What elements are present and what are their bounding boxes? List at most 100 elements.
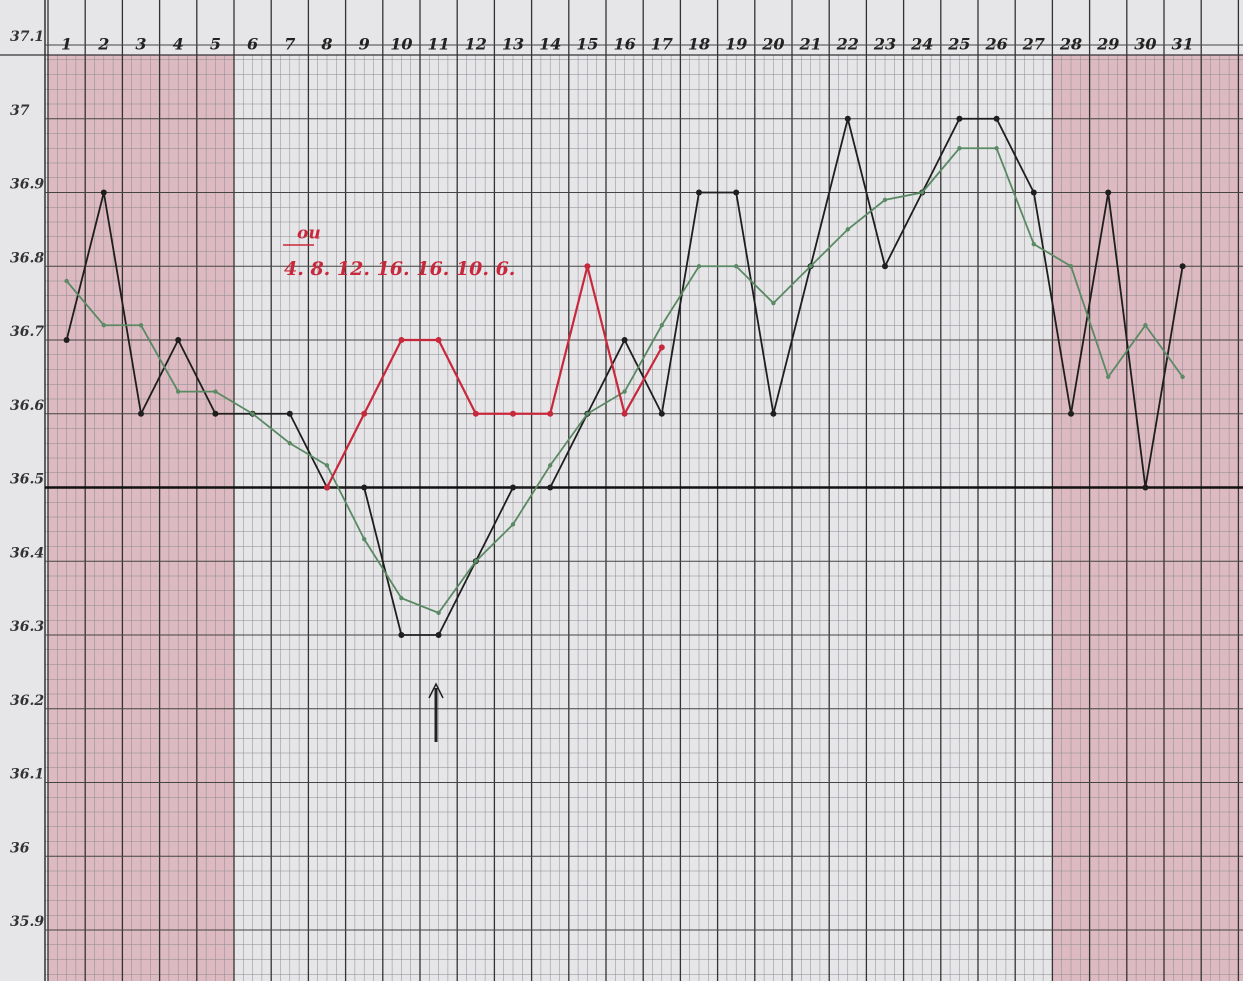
x-tick-label: 14 (539, 35, 561, 54)
x-tick-label: 18 (688, 35, 710, 54)
x-tick-label: 6 (247, 35, 258, 54)
data-point (696, 264, 702, 269)
y-tick-label: 36.9 (10, 177, 44, 193)
data-point (585, 411, 590, 416)
y-tick-label: 36.8 (10, 250, 44, 266)
data-point (510, 522, 516, 527)
y-tick-label: 36.5 (10, 472, 44, 488)
x-tick-label: 22 (836, 35, 859, 54)
data-point (138, 323, 144, 328)
x-tick-label: 17 (651, 35, 673, 54)
x-tick-label: 25 (947, 35, 970, 54)
data-point (510, 484, 516, 491)
data-point (1180, 374, 1185, 380)
data-point (399, 595, 404, 601)
data-point (510, 410, 516, 417)
data-point (324, 463, 330, 468)
data-point (286, 410, 293, 417)
data-point (808, 264, 813, 269)
data-point (659, 323, 664, 328)
x-tick-label: 30 (1134, 35, 1156, 54)
x-tick-label: 24 (910, 35, 933, 54)
data-point (287, 441, 292, 446)
y-tick-label: 36.7 (10, 324, 44, 340)
data-point (956, 115, 963, 122)
arrow-head (428, 682, 444, 699)
data-point (63, 337, 70, 343)
data-point (622, 389, 627, 394)
data-point (696, 189, 702, 196)
data-layer (63, 115, 1186, 638)
x-tick-label: 11 (427, 35, 449, 54)
data-point (361, 410, 368, 417)
x-tick-label: 13 (502, 35, 524, 54)
x-tick-label: 29 (1096, 35, 1119, 54)
x-tick-label: 5 (210, 35, 221, 54)
x-tick-label: 15 (576, 35, 598, 54)
data-point (362, 536, 367, 542)
data-point (1179, 263, 1186, 270)
annotation: 4. 8. 12. 16. 16. 10. 6. (284, 258, 515, 280)
y-tick-label: 36.2 (10, 693, 44, 709)
data-point (435, 632, 442, 638)
data-point (621, 410, 628, 417)
x-tick-label: 10 (390, 35, 412, 54)
annotation: ou (297, 224, 321, 244)
data-point (771, 300, 776, 306)
data-point (324, 484, 330, 491)
data-point (733, 189, 740, 196)
data-point (175, 337, 182, 343)
data-point (473, 559, 478, 564)
data-point (250, 411, 255, 416)
x-tick-label: 19 (725, 35, 747, 54)
data-point (547, 484, 554, 491)
data-point (957, 146, 962, 151)
data-point (398, 632, 405, 638)
x-tick-label: 26 (984, 35, 1007, 54)
data-point (1030, 189, 1037, 196)
data-point (1031, 241, 1037, 247)
data-point (658, 344, 665, 351)
x-tick-label: 3 (135, 35, 146, 54)
x-tick-label: 12 (465, 35, 487, 54)
y-tick-label: 36 (10, 840, 30, 856)
series-line (326, 265, 663, 488)
data-point (472, 410, 479, 417)
y-tick-label: 36.6 (10, 398, 44, 414)
data-point (993, 115, 1000, 122)
data-point (435, 337, 442, 343)
data-point (436, 610, 441, 616)
y-tick-label: 36.4 (10, 545, 44, 561)
y-tick-label: 37 (10, 103, 30, 119)
data-point (398, 337, 405, 343)
data-point (212, 410, 219, 417)
data-point (213, 389, 218, 394)
data-point (64, 278, 69, 284)
x-tick-label: 23 (873, 35, 896, 54)
data-point (1106, 374, 1111, 380)
data-point (1105, 189, 1112, 196)
data-point (100, 189, 107, 196)
data-point (1143, 323, 1148, 328)
x-tick-label: 27 (1022, 35, 1045, 54)
x-tick-label: 1 (61, 35, 72, 54)
data-point (882, 197, 888, 203)
x-tick-label: 7 (284, 35, 295, 54)
data-point (658, 410, 665, 417)
data-point (770, 410, 777, 417)
y-tick-label: 35.9 (10, 914, 44, 930)
data-point (1068, 264, 1074, 269)
data-point (176, 389, 181, 394)
y-tick-label: 36.3 (10, 619, 44, 635)
data-point (844, 115, 851, 122)
data-point (138, 410, 144, 417)
data-point (920, 190, 925, 195)
data-point (584, 263, 591, 270)
x-tick-label: 31 (1171, 35, 1193, 54)
y-tick-label: 36.1 (10, 767, 44, 783)
x-tick-label: 2 (97, 35, 109, 54)
data-point (548, 463, 553, 468)
x-tick-label: 21 (798, 35, 821, 54)
